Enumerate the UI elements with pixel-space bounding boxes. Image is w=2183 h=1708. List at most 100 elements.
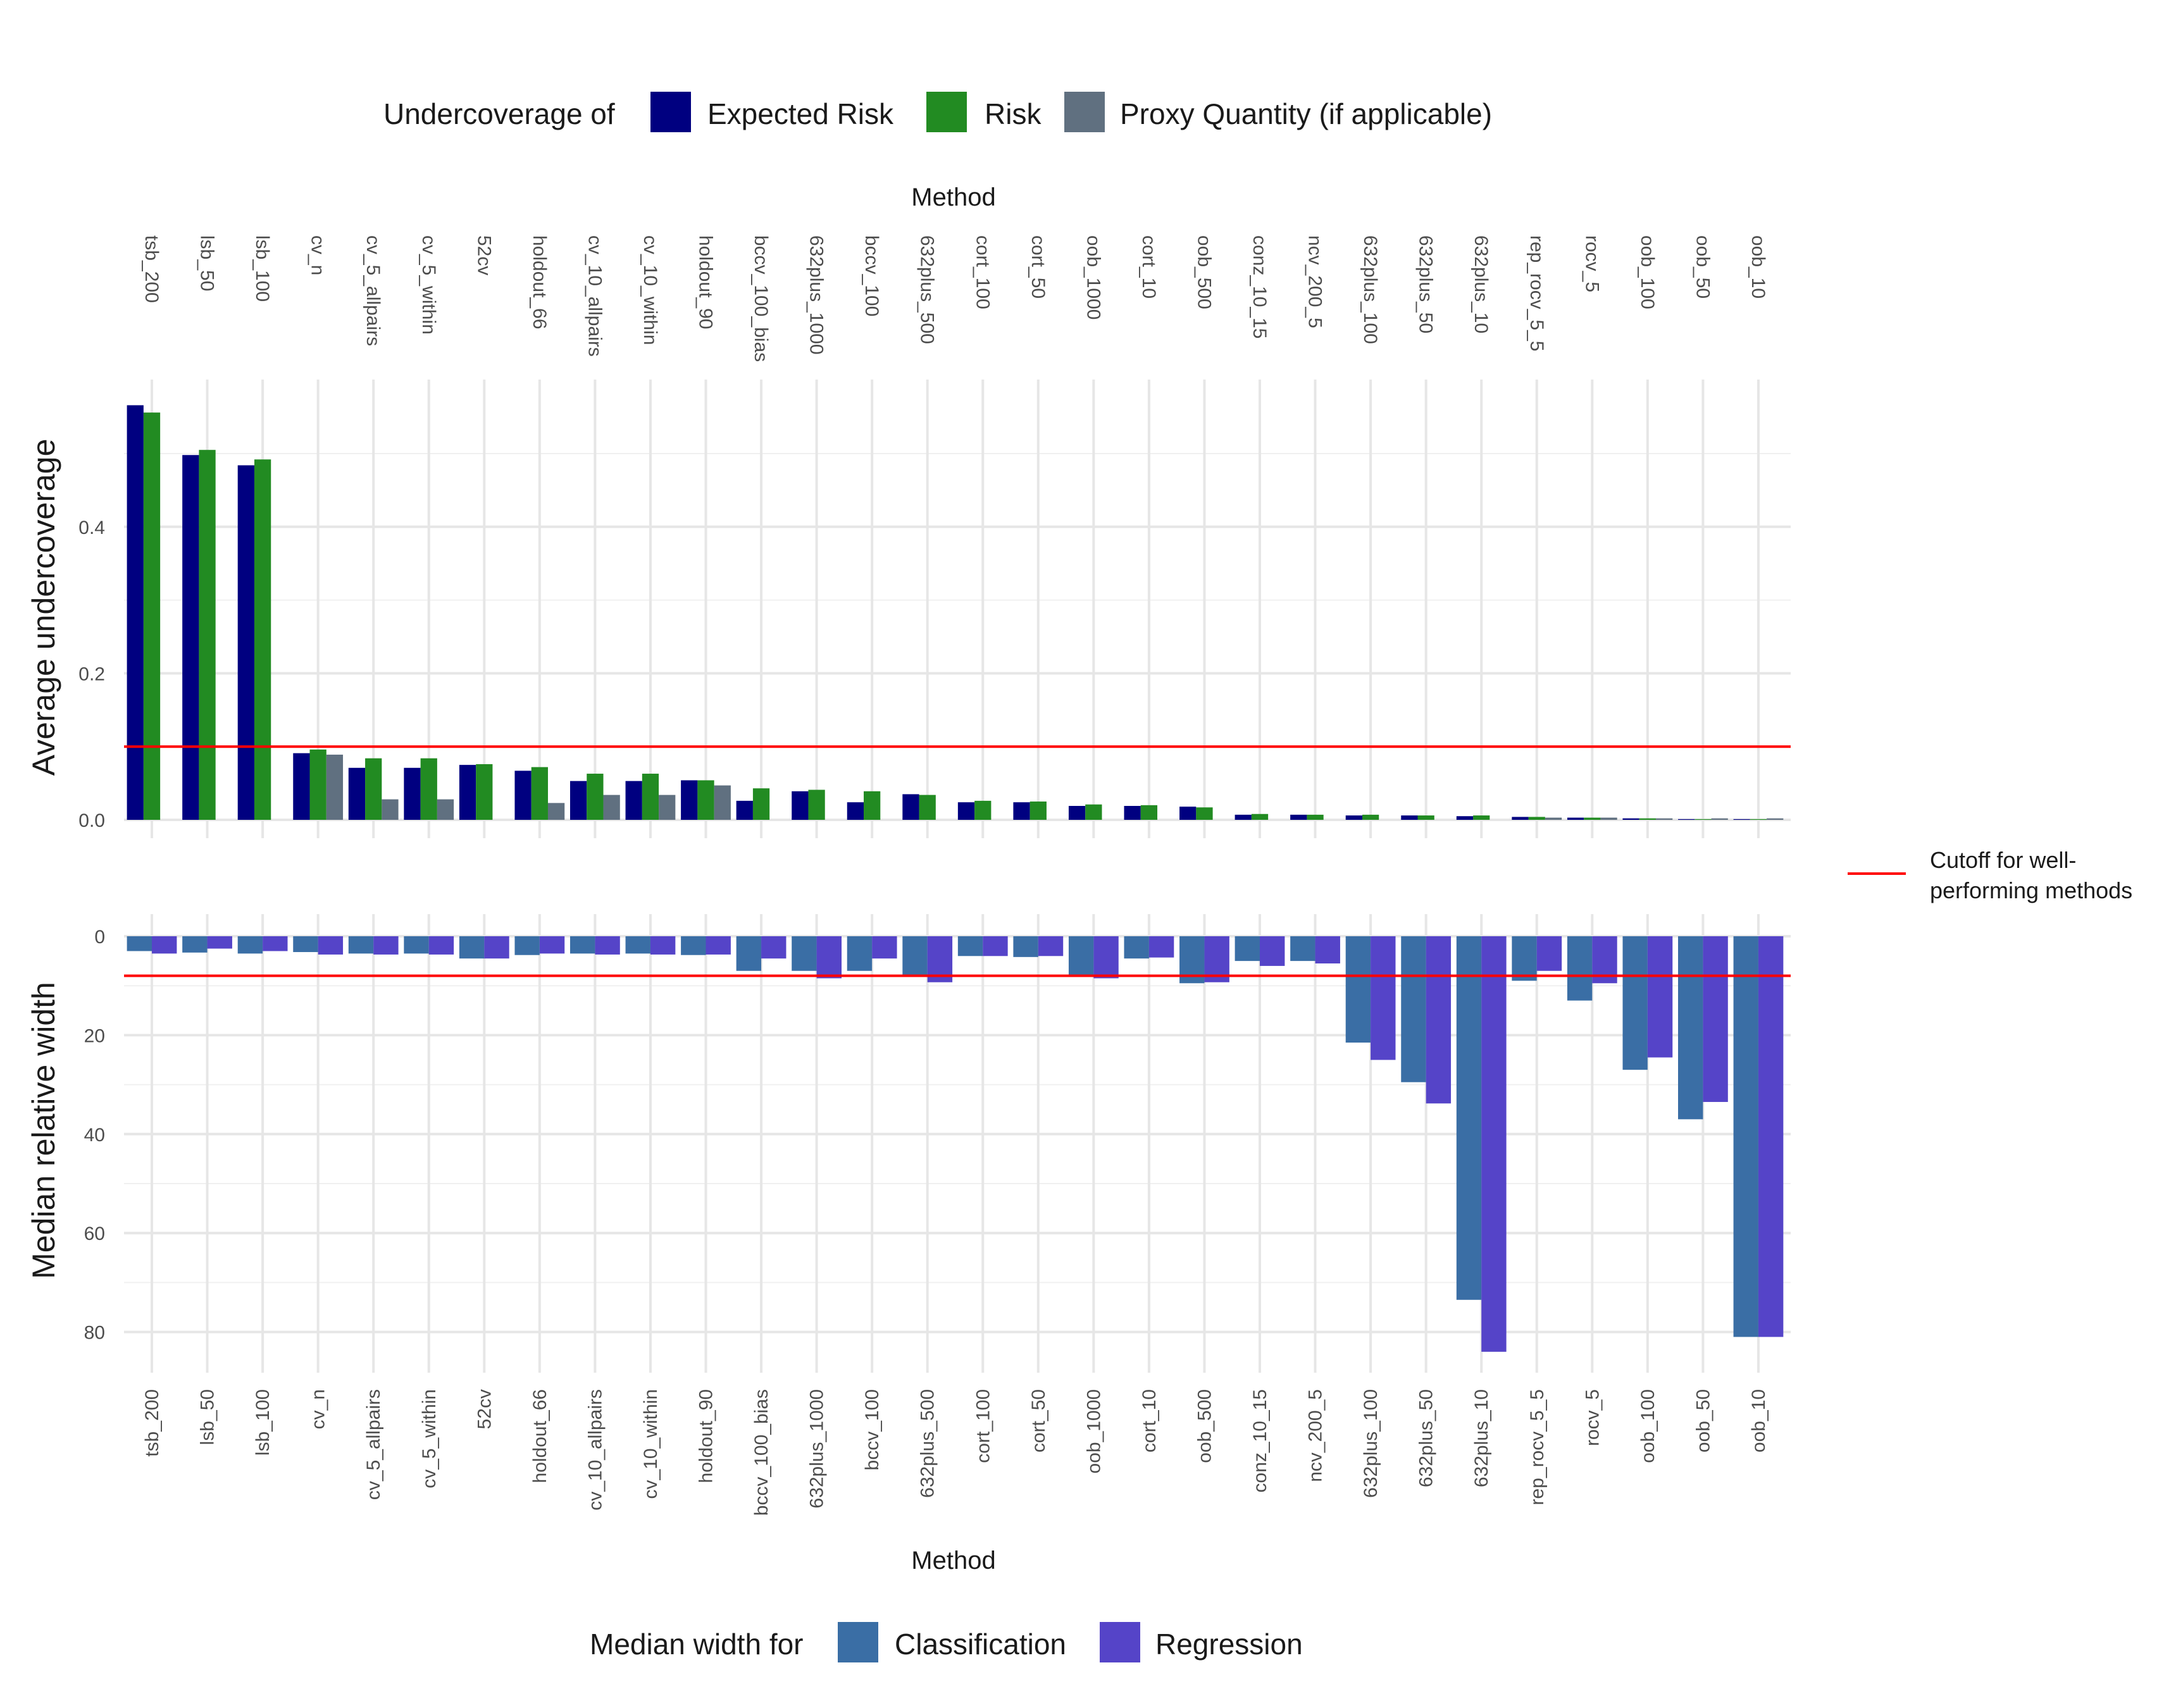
top-bar — [1029, 801, 1047, 820]
top-bar — [642, 774, 659, 820]
top-bar — [293, 753, 310, 820]
bottom-bar — [1703, 936, 1728, 1102]
bottom-bar — [404, 936, 429, 954]
bottom-x-tick-label: lsb_100 — [252, 1389, 273, 1456]
top-x-tick-label: lsb_100 — [252, 235, 273, 302]
bottom-bars — [124, 936, 1791, 1352]
bottom-x-tick-label: 632plus_50 — [1416, 1389, 1437, 1487]
top-bar — [752, 788, 770, 820]
bottom-bar — [847, 936, 873, 971]
top-bar — [1512, 817, 1529, 820]
top-bar — [1362, 814, 1379, 820]
top-bar — [254, 459, 271, 820]
bottom-x-tick-label: bccv_100 — [862, 1389, 883, 1470]
top-panel: tsb_200 lsb_50 lsb_100 cv_n cv_5_allpairs cv_… — [26, 183, 1791, 838]
bottom-x-axis-label: Method — [911, 1547, 995, 1575]
bottom-bar — [595, 936, 620, 955]
bottom-panel: tsb_200 lsb_50 lsb_100 cv_n cv_5_allpairs cv_… — [26, 914, 1791, 1575]
top-bar — [659, 795, 676, 820]
bottom-x-tick-label: bccv_100_bias — [751, 1389, 772, 1516]
top-bar — [736, 800, 753, 820]
top-bar — [1290, 814, 1307, 820]
top-bar — [1235, 814, 1252, 820]
top-bar — [808, 789, 825, 820]
top-x-tick-label: 632plus_500 — [917, 235, 938, 344]
top-x-tick-label: bccv_100_bias — [750, 235, 771, 362]
bottom-x-tick-label: oob_10 — [1748, 1389, 1769, 1452]
bottom-bar — [1647, 936, 1673, 1058]
top-bar — [531, 767, 548, 820]
bottom-bar — [459, 936, 485, 959]
top-bar — [697, 780, 714, 820]
top-bar — [1307, 814, 1324, 820]
bottom-bar — [1733, 936, 1758, 1337]
top-x-tick-label: oob_1000 — [1083, 235, 1104, 319]
top-bar — [1584, 817, 1601, 820]
bottom-x-tick-label: cort_10 — [1139, 1389, 1160, 1452]
bottom-y-tick-label: 40 — [84, 1125, 105, 1146]
bottom-x-tick-label: rep_rocv_5_5 — [1527, 1389, 1548, 1505]
bottom-bar — [1512, 936, 1537, 981]
bottom-bar — [650, 936, 676, 955]
top-x-tick-label: tsb_200 — [141, 235, 162, 303]
bottom-bar — [570, 936, 595, 954]
top-legend: Undercoverage of Expected Risk Risk Prox… — [383, 92, 1492, 132]
top-bar — [437, 799, 454, 820]
top-bar — [1733, 819, 1750, 820]
bottom-bar — [1290, 936, 1315, 962]
top-x-tick-label: cv_5_allpairs — [363, 235, 383, 346]
top-bar — [420, 758, 437, 820]
top-bar — [1473, 815, 1490, 820]
legend-label-classification: Classification — [895, 1628, 1066, 1661]
bottom-x-tick-label: ncv_200_5 — [1305, 1389, 1326, 1482]
top-x-tick-labels: tsb_200 lsb_50 lsb_100 cv_n cv_5_allpairs cv_… — [141, 235, 1769, 362]
top-bar — [1013, 802, 1030, 820]
bottom-x-tick-label: rocv_5 — [1582, 1389, 1603, 1446]
top-bars — [124, 405, 1791, 820]
top-x-tick-label: cv_5_within — [418, 235, 439, 335]
bottom-bar — [348, 936, 374, 954]
legend-label-risk: Risk — [985, 97, 1042, 130]
bottom-bar — [1124, 936, 1149, 959]
top-x-tick-label: ncv_200_5 — [1305, 235, 1326, 328]
top-x-tick-label: 632plus_1000 — [806, 235, 827, 355]
cutoff-legend-label-line1: Cutoff for well- — [1930, 847, 2076, 873]
top-bar — [1678, 819, 1695, 820]
bottom-bar — [152, 936, 177, 954]
top-bar — [1124, 805, 1141, 820]
top-x-axis-label: Method — [911, 183, 995, 211]
top-x-tick-label: holdout_90 — [695, 235, 716, 329]
bottom-y-tick-label: 80 — [84, 1323, 105, 1344]
bottom-x-tick-label: cv_5_allpairs — [363, 1389, 384, 1500]
legend-swatch-expected-risk — [650, 92, 691, 132]
bottom-bar — [318, 936, 344, 955]
top-bar — [681, 780, 698, 820]
bottom-bar — [1536, 936, 1562, 971]
bottom-bar — [207, 936, 232, 949]
bottom-x-tick-label: cv_5_within — [419, 1389, 440, 1488]
bottom-bar — [625, 936, 650, 954]
top-x-tick-label: cort_100 — [972, 235, 993, 309]
top-x-tick-label: rep_rocv_5_5 — [1526, 235, 1547, 351]
bottom-bar — [983, 936, 1008, 956]
bottom-x-tick-label: cort_50 — [1028, 1389, 1049, 1452]
bottom-bar — [237, 936, 263, 954]
top-bar — [1600, 817, 1617, 820]
legend-swatch-classification — [838, 1622, 878, 1662]
bottom-bar — [1093, 936, 1119, 979]
bottom-bar — [902, 936, 928, 976]
top-y-tick-label: 0.4 — [78, 517, 105, 538]
bottom-x-tick-label: 632plus_500 — [917, 1389, 938, 1498]
top-y-tick-labels: 0.0 0.2 0.4 — [78, 517, 105, 831]
bottom-y-tick-label: 0 — [94, 927, 105, 948]
top-bar — [957, 802, 975, 820]
bottom-bar — [1148, 936, 1174, 958]
top-bar — [1711, 818, 1728, 820]
top-x-tick-label: cort_10 — [1138, 235, 1159, 299]
bottom-x-tick-labels: tsb_200 lsb_50 lsb_100 cv_n cv_5_allpairs cv_… — [142, 1389, 1769, 1516]
top-bar — [1528, 817, 1545, 820]
legend-swatch-proxy — [1064, 92, 1105, 132]
bottom-x-tick-label: tsb_200 — [142, 1389, 163, 1457]
bottom-bar — [428, 936, 454, 955]
